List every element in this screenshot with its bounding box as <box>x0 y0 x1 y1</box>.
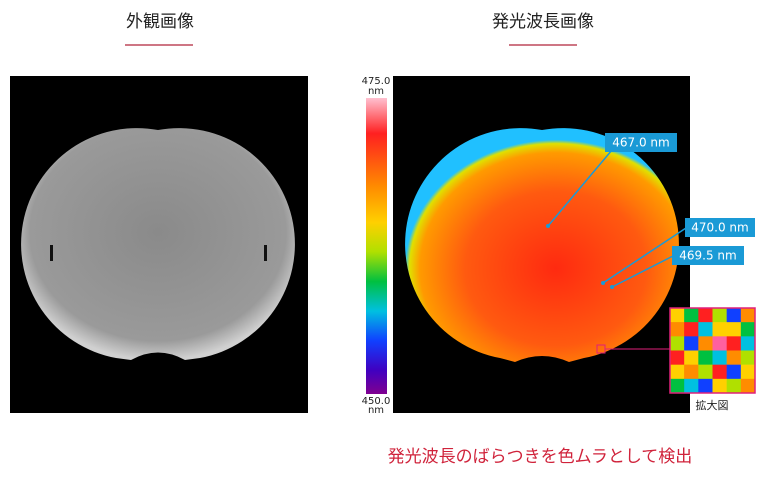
zoom-cell <box>740 350 756 365</box>
zoom-cell <box>670 364 685 380</box>
leader-line <box>602 227 687 284</box>
leader-line <box>547 149 613 227</box>
zoom-cell <box>712 350 727 365</box>
zoom-frame <box>669 307 756 394</box>
zoom-cell <box>726 322 742 337</box>
zoom-cell <box>670 350 685 365</box>
left-title: 外観画像 <box>126 12 194 32</box>
zoom-cell <box>698 308 713 323</box>
zoom-grid <box>670 308 756 394</box>
colorbar-top-unit: nm <box>368 86 384 97</box>
colorbar <box>366 98 387 394</box>
callout-box <box>685 218 755 237</box>
zoom-cell <box>698 350 713 365</box>
zoom-cell <box>698 364 713 380</box>
zoom-cell <box>684 322 699 337</box>
mark <box>50 245 53 261</box>
zoom-cell <box>698 378 713 394</box>
zoom-cell <box>726 350 742 365</box>
zoom-cell <box>740 336 756 351</box>
zoom-cell <box>726 378 742 394</box>
point <box>610 285 614 289</box>
zoom-cell <box>726 364 742 380</box>
callout-box <box>605 133 677 152</box>
zoom-cell <box>698 336 713 351</box>
colorbar-bottom-value: 450.0 <box>362 396 391 407</box>
zoom-cell <box>670 308 685 323</box>
zoom-cell <box>740 322 756 337</box>
zoom-cell <box>684 364 699 380</box>
zoom-cell <box>670 336 685 351</box>
zoom-cell <box>712 364 727 380</box>
wafer <box>21 128 295 360</box>
zoom-caption: 拡大図 <box>696 398 729 412</box>
wafer-map <box>405 128 679 362</box>
callout-label: 469.5 nm <box>679 249 736 263</box>
zoom-cell <box>712 336 727 351</box>
callout-box <box>672 246 744 265</box>
zoom-cell <box>740 308 756 323</box>
zoom-cell <box>712 308 727 323</box>
zoom-cell <box>684 336 699 351</box>
zoom-cell <box>698 322 713 337</box>
zoom-cell <box>726 308 742 323</box>
zoom-cell <box>684 308 699 323</box>
zoom-cell <box>712 322 727 337</box>
zoom-cell <box>684 378 699 394</box>
footer-text: 発光波長のばらつきを色ムラとして検出 <box>388 447 693 467</box>
zoom-cell <box>670 322 685 337</box>
right-title: 発光波長画像 <box>492 12 594 32</box>
point <box>546 224 550 228</box>
zoom-cell <box>670 378 685 394</box>
zoom-cell <box>740 378 756 394</box>
callout-label: 467.0 nm <box>612 136 669 150</box>
point <box>601 281 605 285</box>
zoom-cell <box>740 364 756 380</box>
callouts: 467.0 nm 470.0 nm 469.5 nm <box>546 133 755 289</box>
zoom-cell <box>712 378 727 394</box>
colorbar-top-value: 475.0 <box>362 76 391 87</box>
colorbar-bottom-unit: nm <box>368 405 384 416</box>
zoom-cell <box>684 350 699 365</box>
leader-line <box>611 255 674 288</box>
zoom-cell <box>726 336 742 351</box>
mark <box>264 245 267 261</box>
callout-label: 470.0 nm <box>691 221 748 235</box>
